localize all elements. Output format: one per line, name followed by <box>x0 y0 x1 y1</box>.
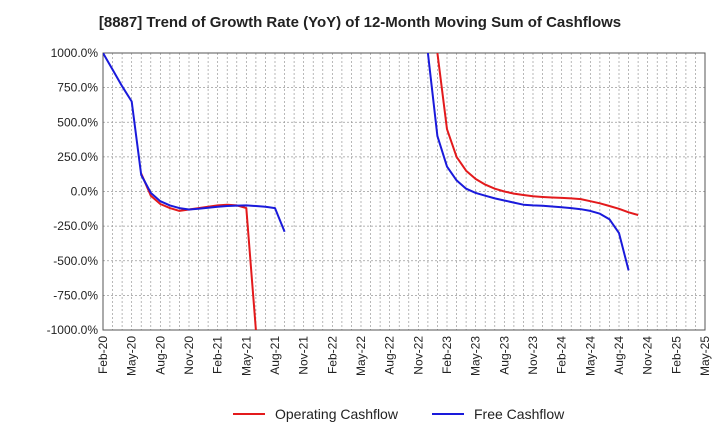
y-tick-label: 0.0% <box>71 185 99 199</box>
x-tick-label: May-20 <box>125 336 139 376</box>
legend-operating-cashflow-label: Operating Cashflow <box>275 406 399 422</box>
y-tick-label: -750.0% <box>53 288 98 302</box>
x-tick-label: Feb-24 <box>555 336 569 374</box>
legend-free-cashflow-label: Free Cashflow <box>474 406 565 422</box>
x-tick-label: Aug-24 <box>612 336 626 375</box>
plot-frame <box>102 52 706 331</box>
y-tick-label: 250.0% <box>57 150 98 164</box>
x-tick-label: Aug-21 <box>268 336 282 375</box>
x-tick-label: Nov-20 <box>182 336 196 375</box>
x-tick-label: Nov-22 <box>411 336 425 375</box>
x-tick-label: Feb-20 <box>96 336 110 374</box>
x-tick-label: Feb-23 <box>440 336 454 374</box>
y-tick-label: -500.0% <box>53 254 98 268</box>
y-tick-label: -250.0% <box>53 219 98 233</box>
x-tick-label: May-25 <box>698 336 712 376</box>
y-tick-label: -1000.0% <box>47 323 99 337</box>
x-tick-label: Nov-23 <box>526 336 540 375</box>
x-tick-label: Feb-21 <box>211 336 225 374</box>
series-line-free-cashflow <box>103 53 630 271</box>
x-tick-label: Aug-22 <box>383 336 397 375</box>
x-tick-label: May-24 <box>583 336 597 376</box>
y-tick-label: 750.0% <box>57 81 98 95</box>
x-tick-label: May-22 <box>354 336 368 376</box>
x-tick-label: Nov-24 <box>641 336 655 375</box>
x-tick-label: Feb-25 <box>669 336 683 374</box>
x-tick-label: Aug-20 <box>153 336 167 375</box>
x-tick-label: Feb-22 <box>325 336 339 374</box>
x-tick-label: May-21 <box>239 336 253 376</box>
chart-title: [8887] Trend of Growth Rate (YoY) of 12-… <box>98 14 622 31</box>
x-tick-label: May-23 <box>469 336 483 376</box>
y-tick-label: 500.0% <box>57 115 98 129</box>
y-tick-label: 1000.0% <box>51 46 99 60</box>
x-tick-label: Aug-23 <box>497 336 511 375</box>
x-tick-label: Nov-21 <box>297 336 311 375</box>
